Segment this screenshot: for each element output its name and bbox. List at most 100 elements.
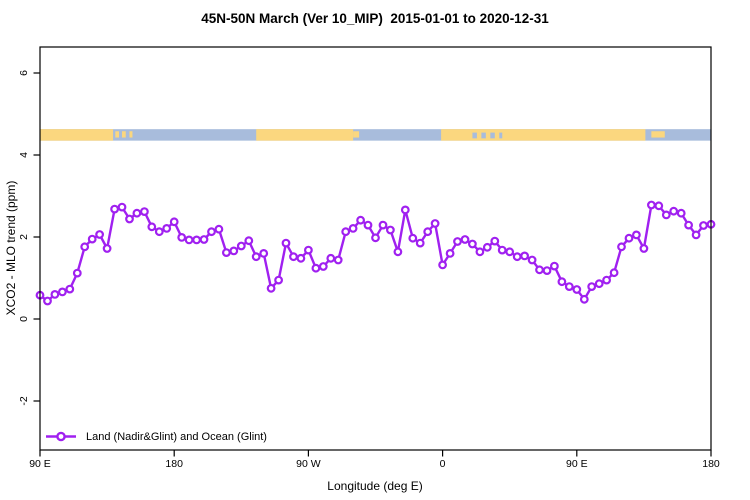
legend-label: Land (Nadir&Glint) and Ocean (Glint) xyxy=(86,430,267,443)
data-point xyxy=(654,201,664,211)
y-tick-label: 4 xyxy=(18,152,30,158)
x-tick-label: 0 xyxy=(440,458,446,470)
data-point xyxy=(333,255,343,265)
data-point xyxy=(453,237,462,246)
data-point xyxy=(691,230,701,240)
data-point xyxy=(423,227,433,237)
data-point xyxy=(169,217,179,227)
data-point xyxy=(572,285,582,294)
data-point xyxy=(408,233,418,243)
data-point xyxy=(244,236,254,246)
data-point xyxy=(356,215,366,225)
data-point xyxy=(632,230,641,240)
data-point xyxy=(117,202,127,212)
land-strip xyxy=(256,129,354,141)
data-point xyxy=(438,260,448,270)
series-line xyxy=(39,203,712,303)
data-point xyxy=(214,224,224,234)
data-point xyxy=(87,234,97,244)
data-point xyxy=(460,235,470,244)
data-point xyxy=(505,247,515,257)
data-point xyxy=(430,219,440,228)
land-speck xyxy=(115,131,120,138)
data-point xyxy=(184,235,194,245)
data-point xyxy=(609,268,619,278)
data-point xyxy=(542,266,552,276)
data-point xyxy=(125,214,134,224)
data-point xyxy=(43,296,52,306)
data-point xyxy=(468,239,477,249)
data-point xyxy=(587,282,597,292)
data-point xyxy=(512,252,522,262)
y-tick-label: 6 xyxy=(18,70,30,76)
y-axis-label: XCO2 - MLO trend (ppm) xyxy=(4,180,18,316)
data-point xyxy=(207,227,216,237)
ocean-speck xyxy=(472,132,477,139)
data-point xyxy=(192,235,202,245)
x-axis-label: Longitude (deg E) xyxy=(327,479,423,493)
data-point xyxy=(289,252,298,262)
data-point xyxy=(221,248,231,258)
data-point xyxy=(266,283,276,293)
y-tick-label: -2 xyxy=(18,396,30,405)
data-point xyxy=(527,255,537,265)
data-point xyxy=(154,227,164,237)
data-point xyxy=(676,208,686,218)
data-point xyxy=(341,227,351,237)
ocean-speck xyxy=(481,132,486,139)
land-speck xyxy=(129,131,133,138)
data-point xyxy=(199,235,209,244)
x-tick-label: 180 xyxy=(702,458,720,470)
y-tick-label: 2 xyxy=(18,234,30,240)
data-point xyxy=(699,221,708,230)
data-point xyxy=(363,220,373,230)
data-point xyxy=(639,244,649,253)
x-tick-label: 180 xyxy=(165,458,183,470)
ocean-speck xyxy=(490,132,495,139)
data-point xyxy=(102,244,112,253)
data-point xyxy=(386,225,395,235)
data-point xyxy=(304,245,313,255)
data-point xyxy=(557,277,567,287)
legend-line-marker-icon xyxy=(46,431,76,442)
legend: Land (Nadir&Glint) and Ocean (Glint) xyxy=(44,429,267,444)
data-point xyxy=(415,238,425,248)
data-point xyxy=(50,290,60,299)
x-tick-label: 90 E xyxy=(29,458,51,470)
data-point xyxy=(497,245,507,255)
data-point xyxy=(318,262,328,271)
data-point xyxy=(311,263,321,273)
ocean-speck xyxy=(499,132,503,139)
land-strip xyxy=(441,129,646,141)
chart-title: 45N-50N March (Ver 10_MIP) 2015-01-01 to… xyxy=(201,11,549,26)
data-point xyxy=(564,282,574,292)
data-point xyxy=(236,241,246,251)
data-point xyxy=(65,284,75,294)
data-point xyxy=(602,275,611,285)
data-point xyxy=(393,247,403,257)
data-point xyxy=(617,242,626,252)
data-point xyxy=(274,275,284,285)
data-point xyxy=(371,233,380,243)
ocean-strip xyxy=(40,129,711,141)
data-point xyxy=(475,247,485,257)
data-point xyxy=(281,238,291,248)
data-point xyxy=(162,223,172,233)
data-point xyxy=(139,207,149,217)
data-point xyxy=(647,200,656,210)
data-point xyxy=(661,210,671,220)
world-map-band xyxy=(40,129,711,141)
data-point xyxy=(490,236,500,246)
data-point xyxy=(535,265,544,275)
data-point xyxy=(132,208,142,218)
data-point xyxy=(296,253,306,263)
data-point xyxy=(445,248,455,258)
data-point xyxy=(95,230,104,239)
data-point xyxy=(624,233,634,243)
data-point xyxy=(110,204,119,214)
data-point xyxy=(579,294,589,304)
data-point xyxy=(348,223,358,233)
y-tick-label: 0 xyxy=(18,316,30,322)
data-point xyxy=(80,242,90,252)
